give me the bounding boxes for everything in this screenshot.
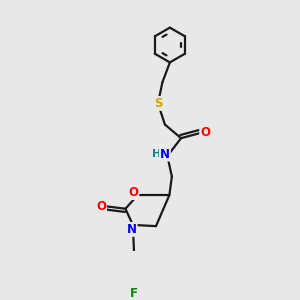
Text: O: O <box>200 126 210 139</box>
Text: H: H <box>152 149 162 159</box>
Text: O: O <box>128 186 138 199</box>
Text: N: N <box>127 223 136 236</box>
Text: N: N <box>160 148 170 160</box>
Text: F: F <box>130 287 138 300</box>
Text: O: O <box>96 200 106 213</box>
Text: S: S <box>154 97 162 110</box>
